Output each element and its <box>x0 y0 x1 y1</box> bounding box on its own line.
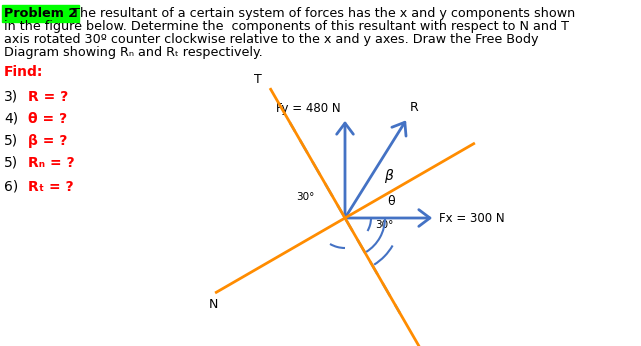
Text: Fy = 480 N: Fy = 480 N <box>276 102 341 115</box>
Text: Find:: Find: <box>4 65 44 79</box>
Text: 6): 6) <box>4 180 18 194</box>
Text: in the figure below. Determine the  components of this resultant with respect to: in the figure below. Determine the compo… <box>4 20 569 33</box>
Text: θ = ?: θ = ? <box>28 112 67 126</box>
Text: .The resultant of a certain system of forces has the x and y components shown: .The resultant of a certain system of fo… <box>68 7 575 20</box>
Text: 5): 5) <box>4 156 18 170</box>
Text: Fx = 300 N: Fx = 300 N <box>439 211 504 225</box>
Text: R = ?: R = ? <box>28 90 68 104</box>
Text: axis rotated 30º counter clockwise relative to the x and y axes. Draw the Free B: axis rotated 30º counter clockwise relat… <box>4 33 538 46</box>
Text: 4): 4) <box>4 112 18 126</box>
Text: Rₙ = ?: Rₙ = ? <box>28 156 74 170</box>
Text: Rₜ = ?: Rₜ = ? <box>28 180 74 194</box>
Text: 30°: 30° <box>296 192 314 202</box>
Text: θ: θ <box>387 195 395 208</box>
Text: T: T <box>254 73 262 86</box>
Text: N: N <box>208 298 218 311</box>
Text: R: R <box>410 101 419 114</box>
Text: β: β <box>385 169 394 183</box>
Text: Diagram showing Rₙ and Rₜ respectively.: Diagram showing Rₙ and Rₜ respectively. <box>4 46 263 59</box>
Text: β = ?: β = ? <box>28 134 67 148</box>
Text: 30°: 30° <box>375 220 394 230</box>
Text: 5): 5) <box>4 134 18 148</box>
Text: 3): 3) <box>4 90 18 104</box>
Text: Problem 2: Problem 2 <box>4 7 78 20</box>
